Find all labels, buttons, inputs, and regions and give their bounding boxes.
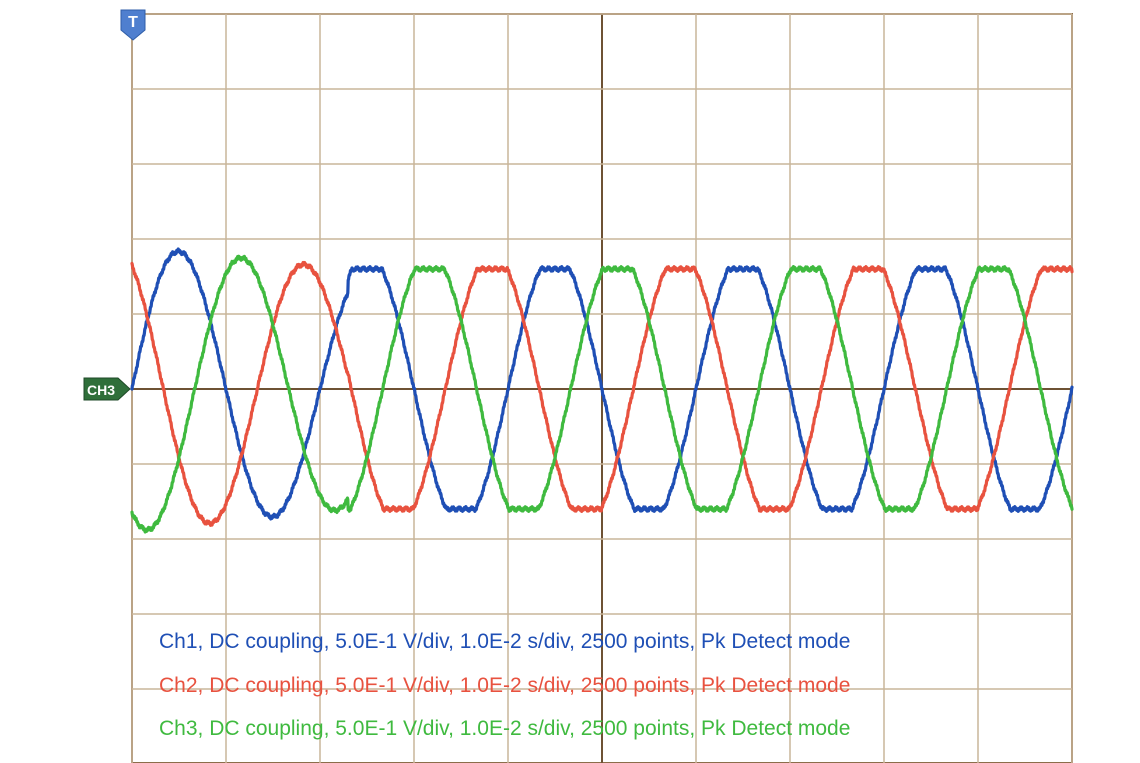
waveform-ch1 [130,247,1074,521]
trigger-marker-label: T [128,14,138,31]
waveforms [130,247,1074,534]
trigger-marker-shape [120,9,146,41]
waveform-ch3 [130,254,1074,534]
legend-line-ch2: Ch2, DC coupling, 5.0E-1 V/div, 1.0E-2 s… [159,674,850,697]
waveform-ch2 [130,260,1074,527]
channel-marker-label: CH3 [87,382,115,398]
legend-line-ch3: Ch3, DC coupling, 5.0E-1 V/div, 1.0E-2 s… [159,717,850,740]
channel-marker-shape [83,377,131,401]
channel-marker: CH3 [83,377,131,401]
channel-legend: Ch1, DC coupling, 5.0E-1 V/div, 1.0E-2 s… [159,630,850,740]
trigger-marker: T [120,9,146,41]
legend-line-ch1: Ch1, DC coupling, 5.0E-1 V/div, 1.0E-2 s… [159,630,850,653]
